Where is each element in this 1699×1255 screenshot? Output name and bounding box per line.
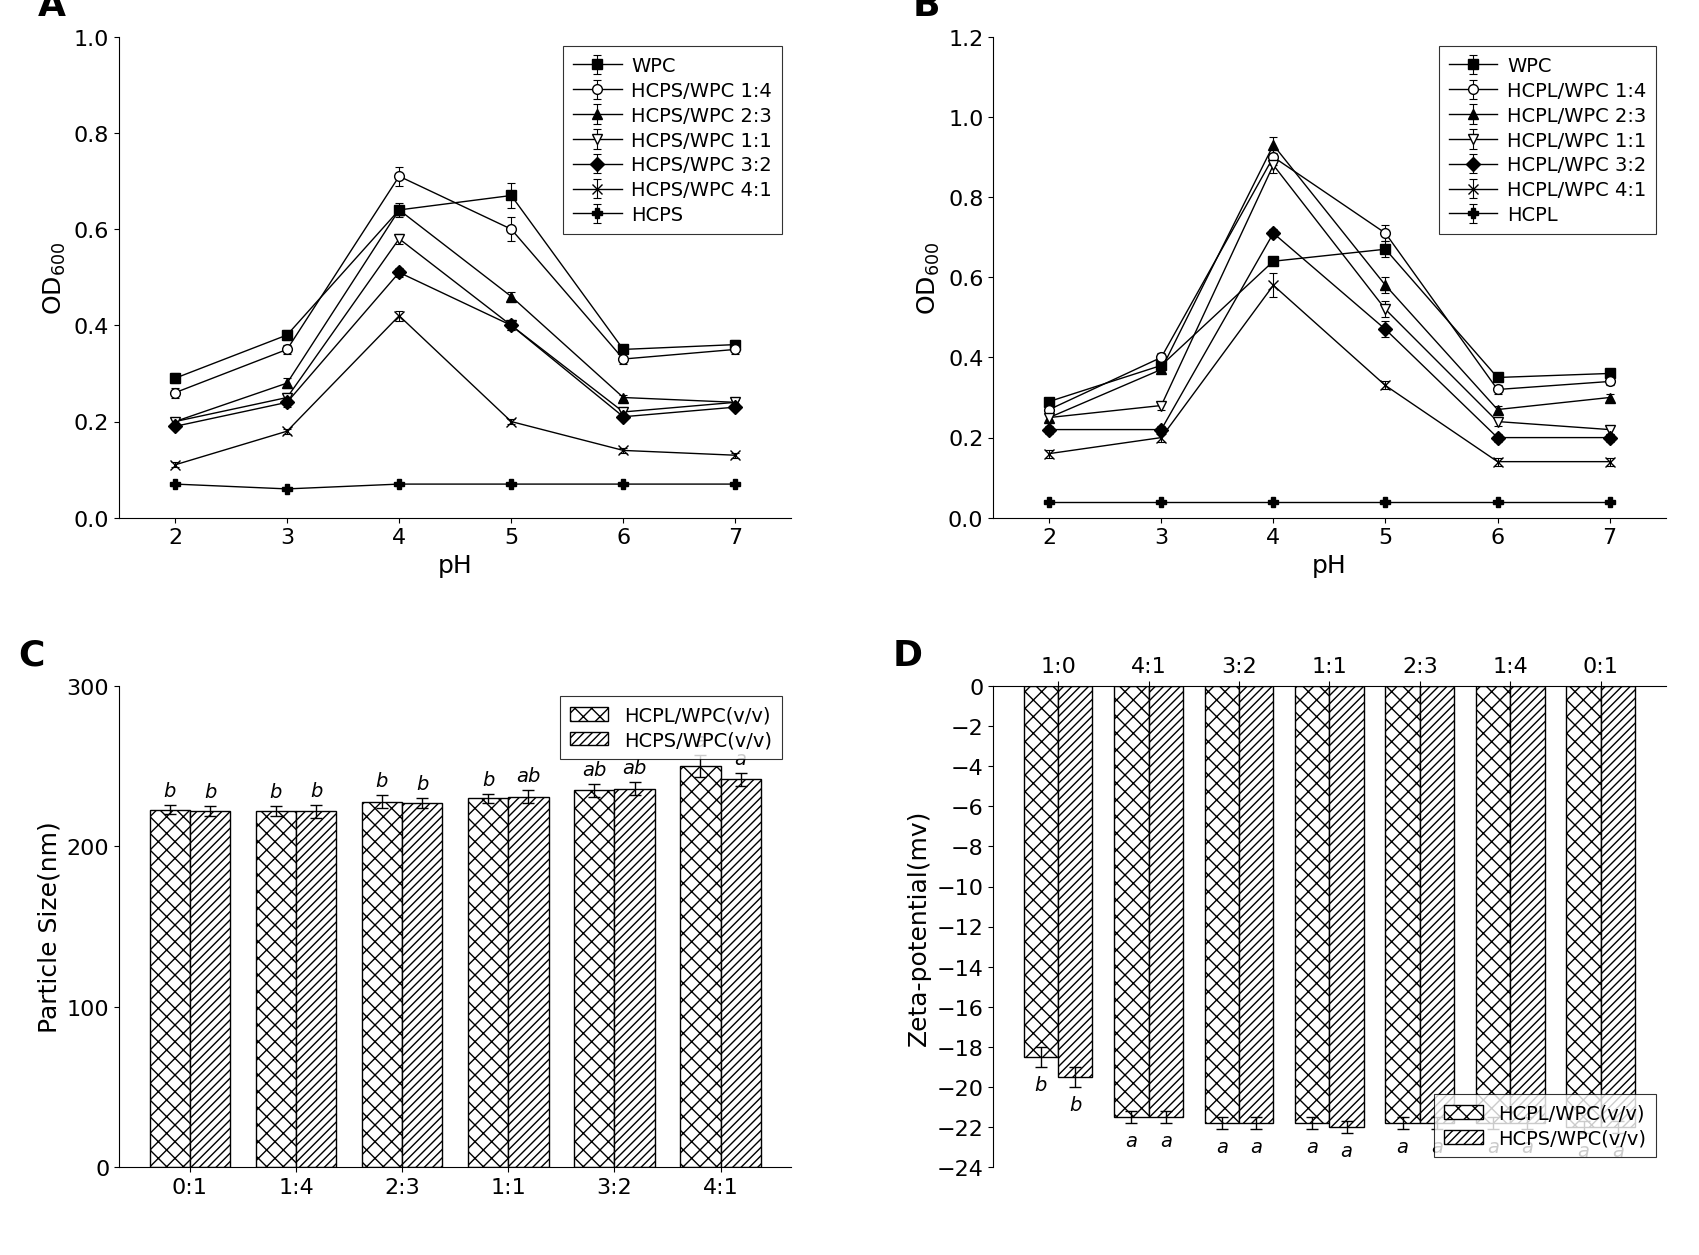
Legend: WPC, HCPL/WPC 1:4, HCPL/WPC 2:3, HCPL/WPC 1:1, HCPL/WPC 3:2, HCPL/WPC 4:1, HCPL: WPC, HCPL/WPC 1:4, HCPL/WPC 2:3, HCPL/WP… xyxy=(1439,48,1655,235)
Text: a: a xyxy=(1159,1131,1171,1150)
Bar xyxy=(1419,686,1454,1123)
Legend: HCPL/WPC(v/v), HCPS/WPC(v/v): HCPL/WPC(v/v), HCPS/WPC(v/v) xyxy=(559,697,782,759)
Text: B: B xyxy=(912,0,940,24)
Y-axis label: OD$_{600}$: OD$_{600}$ xyxy=(42,241,68,315)
Text: b: b xyxy=(204,783,216,802)
Bar xyxy=(362,802,403,1167)
Legend: HCPL/WPC(v/v), HCPS/WPC(v/v): HCPL/WPC(v/v), HCPS/WPC(v/v) xyxy=(1434,1094,1655,1157)
Bar xyxy=(720,779,761,1167)
Text: ab: ab xyxy=(516,767,540,786)
Text: b: b xyxy=(416,774,428,794)
Bar xyxy=(296,812,336,1167)
Text: a: a xyxy=(1341,1141,1352,1160)
Y-axis label: OD$_{600}$: OD$_{600}$ xyxy=(916,241,941,315)
Text: b: b xyxy=(1069,1096,1081,1114)
Text: b: b xyxy=(483,771,494,789)
Text: b: b xyxy=(163,782,175,801)
Bar xyxy=(1329,686,1363,1127)
Bar xyxy=(1385,686,1419,1123)
Y-axis label: Zeta-potential(mv): Zeta-potential(mv) xyxy=(907,808,931,1045)
Text: b: b xyxy=(375,772,387,791)
Text: ab: ab xyxy=(622,759,647,778)
Bar xyxy=(1566,686,1600,1127)
Bar xyxy=(1058,686,1092,1077)
Bar xyxy=(508,797,549,1167)
Bar xyxy=(1115,686,1149,1117)
Bar xyxy=(190,812,229,1167)
Text: A: A xyxy=(39,0,66,24)
Text: ab: ab xyxy=(581,761,607,779)
Legend: WPC, HCPS/WPC 1:4, HCPS/WPC 2:3, HCPS/WPC 1:1, HCPS/WPC 3:2, HCPS/WPC 4:1, HCPS: WPC, HCPS/WPC 1:4, HCPS/WPC 2:3, HCPS/WP… xyxy=(562,48,782,235)
Text: a: a xyxy=(1611,1141,1623,1160)
Text: a: a xyxy=(1577,1141,1589,1160)
Bar xyxy=(403,803,442,1167)
Text: a: a xyxy=(1431,1137,1442,1156)
Bar xyxy=(1023,686,1058,1057)
Text: a: a xyxy=(1250,1137,1262,1156)
Bar xyxy=(1510,686,1544,1123)
Bar xyxy=(1239,686,1273,1123)
Y-axis label: Particle Size(nm): Particle Size(nm) xyxy=(37,821,61,1033)
Bar xyxy=(1205,686,1239,1123)
Text: a: a xyxy=(1521,1137,1532,1156)
Bar xyxy=(1295,686,1329,1123)
Bar xyxy=(467,798,508,1167)
Text: a: a xyxy=(1125,1131,1137,1150)
Bar xyxy=(574,791,613,1167)
Text: C: C xyxy=(19,638,44,673)
Bar xyxy=(613,789,654,1167)
Text: b: b xyxy=(309,782,323,801)
Text: a: a xyxy=(1487,1137,1499,1156)
Bar xyxy=(255,812,296,1167)
Text: a: a xyxy=(1397,1137,1408,1156)
Bar xyxy=(150,809,190,1167)
Text: a: a xyxy=(1307,1137,1318,1156)
Text: a: a xyxy=(695,732,707,750)
X-axis label: pH: pH xyxy=(1312,553,1346,577)
Text: b: b xyxy=(1035,1076,1047,1094)
Text: a: a xyxy=(734,749,746,768)
Text: a: a xyxy=(1215,1137,1227,1156)
Bar xyxy=(680,767,720,1167)
Text: b: b xyxy=(270,783,282,802)
Bar xyxy=(1475,686,1510,1123)
Bar xyxy=(1149,686,1183,1117)
X-axis label: pH: pH xyxy=(438,553,472,577)
Bar xyxy=(1600,686,1634,1127)
Text: D: D xyxy=(892,638,923,673)
